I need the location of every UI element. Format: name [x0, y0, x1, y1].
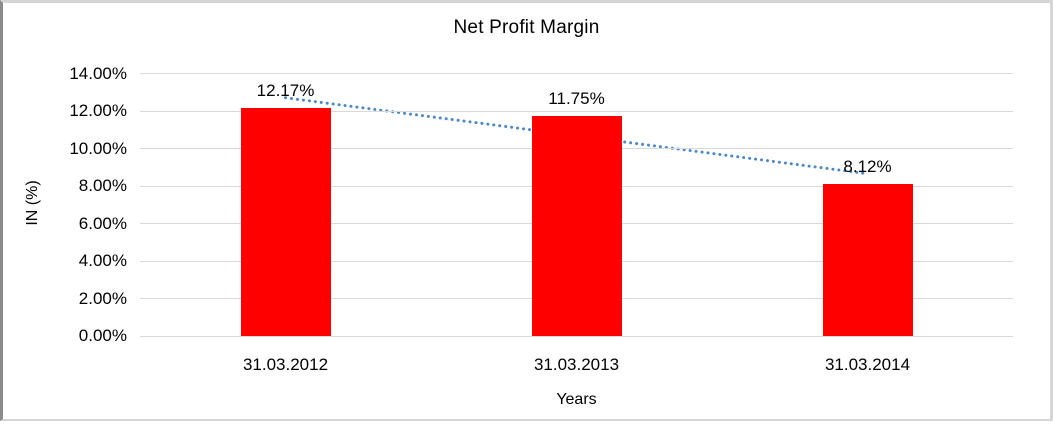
y-axis-tick-label: 12.00%	[69, 101, 127, 120]
y-axis-tick-label: 8.00%	[78, 176, 127, 195]
data-label: 11.75%	[548, 88, 605, 108]
bar-31.03.2012	[240, 107, 331, 336]
data-label: 8.12%	[843, 156, 892, 176]
x-axis-tick-label: 31.03.2014	[824, 355, 911, 374]
x-axis-tick-label: 31.03.2013	[533, 355, 620, 374]
gridline	[140, 73, 1013, 74]
data-label: 12.17%	[256, 80, 315, 100]
y-axis-tick-label: 2.00%	[78, 288, 127, 308]
bar-31.03.2014	[822, 183, 913, 336]
gridline	[140, 110, 1013, 112]
y-axis-tick-label: 0.00%	[78, 326, 127, 345]
y-axis-tick-label: 4.00%	[78, 251, 127, 270]
y-axis-tick-label: 6.00%	[78, 213, 127, 233]
x-axis-tick-label: 31.03.2012	[242, 355, 329, 374]
bar-31.03.2013	[531, 115, 622, 336]
y-axis-tick-label: 10.00%	[69, 138, 127, 158]
x-axis-title: Years	[556, 391, 597, 408]
gridline	[140, 335, 1013, 337]
y-axis-tick-label: 14.00%	[69, 63, 127, 83]
chart-title: Net Profit Margin	[453, 17, 600, 38]
